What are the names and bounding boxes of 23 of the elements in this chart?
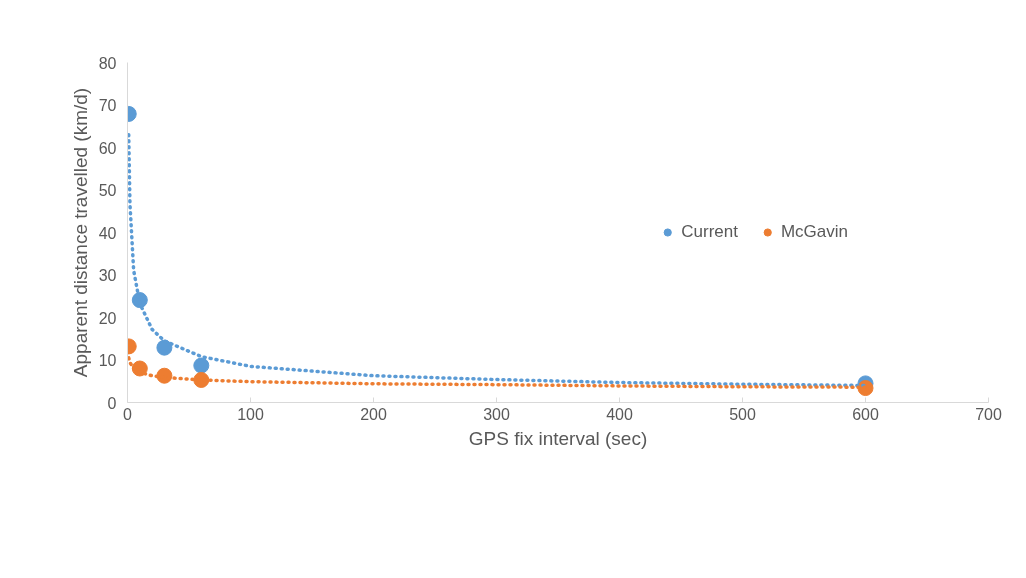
y-tick-label: 30 [98, 267, 117, 284]
x-tick-label: 0 [123, 405, 133, 423]
x-tick-label: 200 [360, 405, 387, 423]
y-tick-label: 20 [98, 309, 117, 327]
x-tick-label: 300 [483, 405, 510, 423]
legend-label: McGavin [780, 222, 848, 242]
y-axis-title: Apparent distance travelled (km/d) [69, 87, 91, 378]
x-tick-label: 100 [237, 405, 264, 423]
legend-label: Current [681, 222, 738, 242]
y-tick-label: 80 [98, 54, 117, 72]
x-tick-label: 700 [975, 405, 1002, 423]
x-tick-label: 500 [729, 405, 756, 423]
y-tick-label: 0 [107, 394, 117, 412]
y-tick-label: 10 [98, 352, 117, 369]
y-tick-label: 70 [98, 97, 117, 114]
y-tick-label: 40 [98, 224, 117, 242]
y-tick-label: 50 [98, 182, 117, 199]
x-axis-title: GPS fix interval (sec) [468, 427, 648, 449]
point [156, 339, 173, 356]
x-tick-label: 600 [852, 405, 879, 423]
y-tick-label: 60 [98, 139, 117, 157]
point [193, 357, 210, 374]
x-tick-label: 400 [606, 405, 633, 423]
